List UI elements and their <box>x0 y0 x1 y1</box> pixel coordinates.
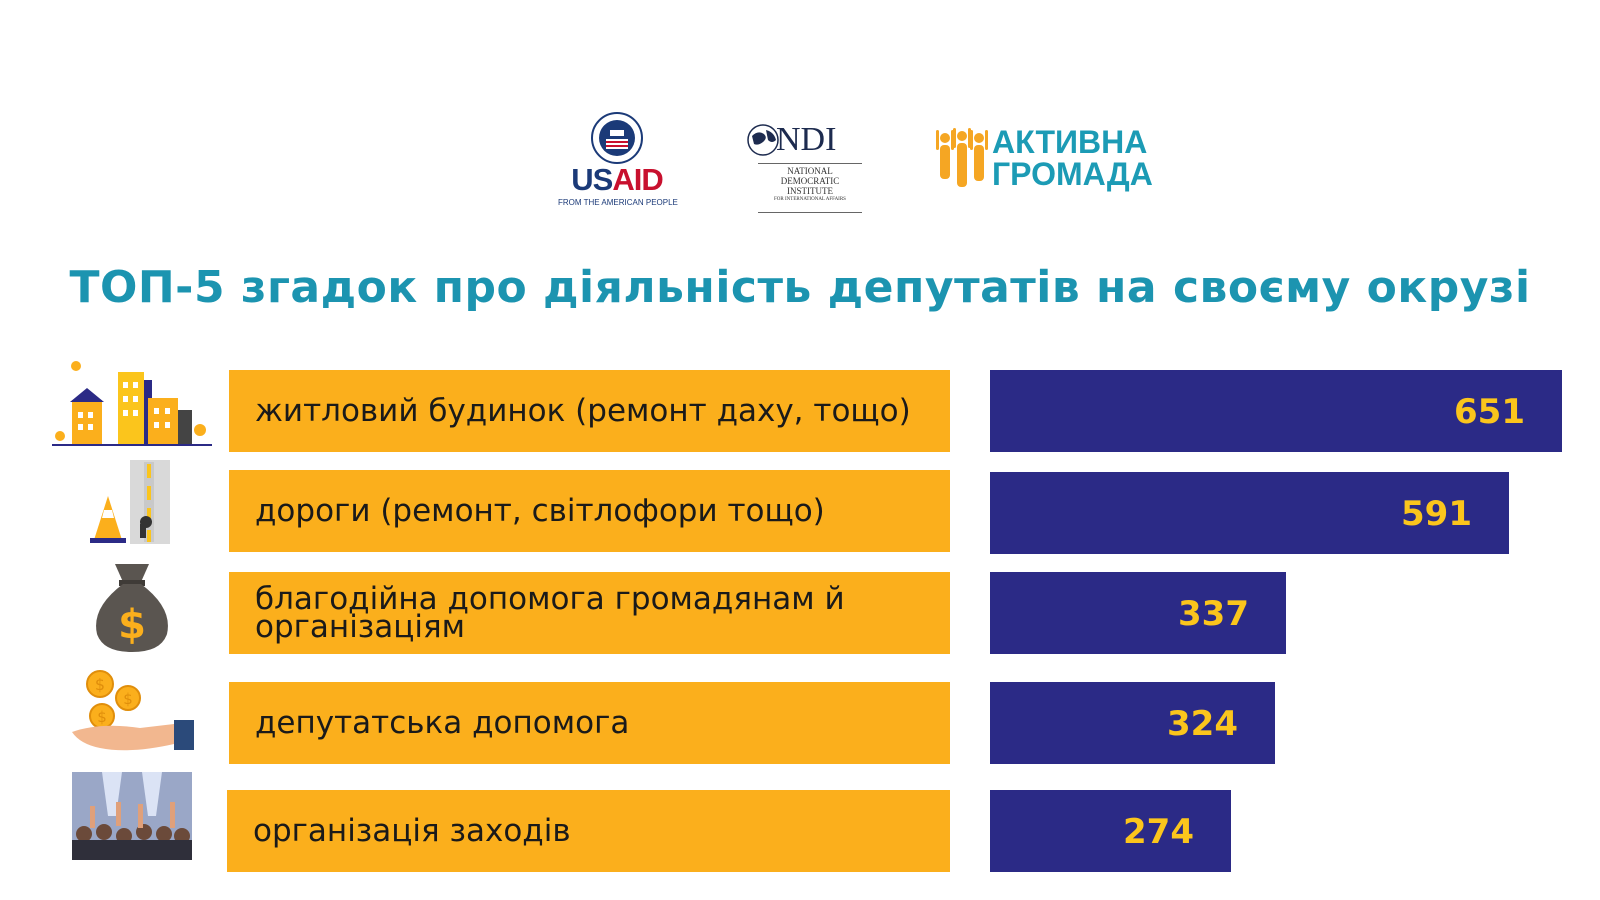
category-label-box: депутатська допомога <box>229 682 950 764</box>
category-label-box: організація заходів <box>227 790 950 872</box>
bar: 591 <box>990 472 1509 554</box>
category-label: депутатська допомога <box>255 705 630 741</box>
category-label: дороги (ремонт, світлофори тощо) <box>255 493 825 529</box>
category-label: організація заходів <box>253 813 571 849</box>
data-label: 337 <box>1178 594 1249 634</box>
category-label-box: житловий будинок (ремонт даху, тощо) <box>229 370 950 452</box>
ndi-divider <box>758 212 862 213</box>
usaid-logo: USAID FROM THE AMERICAN PEOPLE <box>558 112 678 212</box>
aktyvna-wordmark: АКТИВНА ГРОМАДА <box>992 124 1153 192</box>
road-icon <box>86 460 176 544</box>
category-label-box: дороги (ремонт, світлофори тощо) <box>229 470 950 552</box>
category-label: житловий будинок (ремонт даху, тощо) <box>255 393 911 429</box>
svg-text:$: $ <box>97 708 107 726</box>
svg-text:$: $ <box>95 675 105 694</box>
money-bag-icon: $ <box>87 556 177 656</box>
data-label: 591 <box>1401 494 1472 534</box>
people-group-icon <box>936 128 988 187</box>
ndi-subtitle: NATIONAL DEMOCRATIC INSTITUTE FOR INTERN… <box>774 166 846 202</box>
data-label: 274 <box>1123 812 1194 852</box>
category-label-box: благодійна допомога громадянам й організ… <box>229 572 950 654</box>
chart-title: ТОП-5 згадок про діяльність депутатів на… <box>69 262 1531 313</box>
bar: 651 <box>990 370 1562 452</box>
usaid-seal-icon <box>591 112 643 164</box>
buildings-icon <box>52 360 212 450</box>
bar: 324 <box>990 682 1275 764</box>
aktyvna-hromada-logo: АКТИВНА ГРОМАДА <box>934 126 1164 196</box>
ndi-wordmark: NDI <box>776 121 837 158</box>
svg-text:$: $ <box>118 602 146 648</box>
usaid-tagline: FROM THE AMERICAN PEOPLE <box>558 198 678 207</box>
svg-text:$: $ <box>123 690 133 708</box>
logos-row: USAID FROM THE AMERICAN PEOPLE NDI NATIO… <box>0 108 1600 218</box>
bar: 337 <box>990 572 1286 654</box>
category-label: благодійна допомога громадянам й організ… <box>255 581 845 645</box>
ndi-logo: NDI NATIONAL DEMOCRATIC INSTITUTE FOR IN… <box>746 122 866 214</box>
usaid-wordmark: USAID <box>571 162 663 197</box>
coins-hand-icon: $ $ $ <box>70 670 200 754</box>
data-label: 324 <box>1167 704 1238 744</box>
bar: 274 <box>990 790 1231 872</box>
ndi-divider <box>758 163 862 164</box>
data-label: 651 <box>1454 392 1525 432</box>
globe-icon <box>747 124 779 156</box>
crowd-icon <box>72 772 192 860</box>
